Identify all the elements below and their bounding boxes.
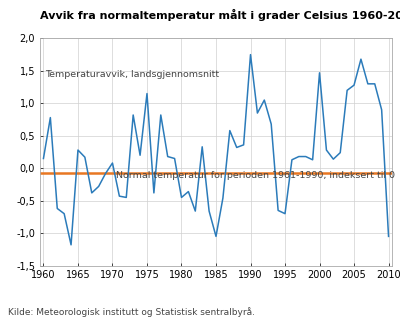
Text: Avvik fra normaltemperatur målt i grader Celsius 1960-2010: Avvik fra normaltemperatur målt i grader… bbox=[40, 9, 400, 21]
Text: Kilde: Meteorologisk institutt og Statistisk sentralbyrå.: Kilde: Meteorologisk institutt og Statis… bbox=[8, 307, 255, 317]
Text: Temperaturavvik, landsgjennomsnitt: Temperaturavvik, landsgjennomsnitt bbox=[46, 70, 220, 79]
Text: Normal temperatur for perioden 1961-1990, indeksert til 0: Normal temperatur for perioden 1961-1990… bbox=[116, 171, 395, 180]
